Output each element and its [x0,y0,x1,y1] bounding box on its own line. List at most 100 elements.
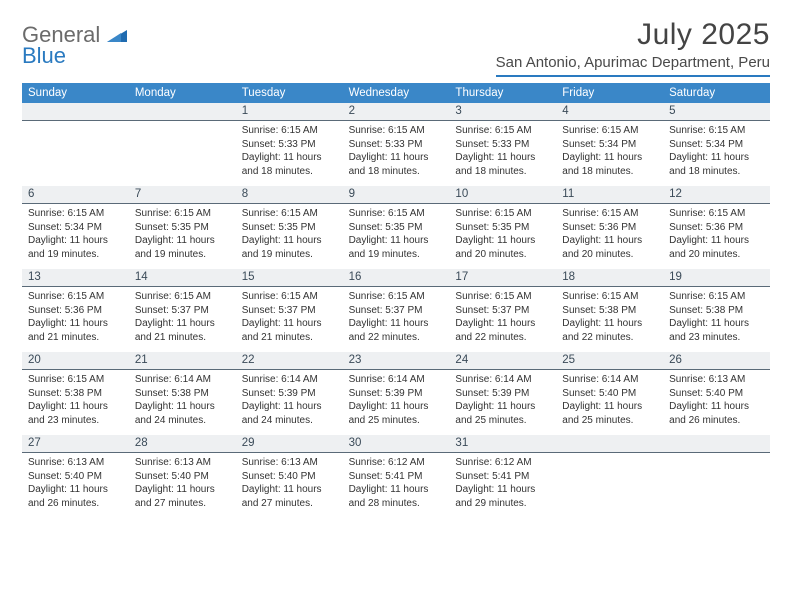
day-body-cell: Sunrise: 6:13 AMSunset: 5:40 PMDaylight:… [22,453,129,518]
day-detail-line: Sunrise: 6:15 AM [349,124,444,138]
day-detail-line: Sunrise: 6:15 AM [135,207,230,221]
title-block: July 2025 San Antonio, Apurimac Departme… [496,18,770,77]
day-body-cell [129,121,236,186]
day-body-cell: Sunrise: 6:15 AMSunset: 5:35 PMDaylight:… [343,204,450,269]
day-detail-line: Sunrise: 6:15 AM [28,373,123,387]
day-number-cell: 23 [343,352,450,370]
day-number-cell: 26 [663,352,770,370]
day-detail-line: Daylight: 11 hours and 25 minutes. [349,400,444,427]
day-number-row: 12345 [22,103,770,121]
day-number-cell: 12 [663,186,770,204]
day-number-row: 6789101112 [22,186,770,204]
day-detail-line: Sunrise: 6:15 AM [28,207,123,221]
day-of-week-header: Friday [556,83,663,103]
day-detail-line: Daylight: 11 hours and 18 minutes. [242,151,337,178]
day-detail-line: Sunrise: 6:15 AM [242,124,337,138]
day-number-cell: 30 [343,435,450,453]
day-body-cell: Sunrise: 6:15 AMSunset: 5:37 PMDaylight:… [129,287,236,352]
day-detail-line: Sunrise: 6:15 AM [455,207,550,221]
day-detail-line: Sunset: 5:37 PM [349,304,444,318]
day-detail-line: Daylight: 11 hours and 27 minutes. [135,483,230,510]
day-detail-line: Daylight: 11 hours and 21 minutes. [28,317,123,344]
day-body-cell: Sunrise: 6:15 AMSunset: 5:35 PMDaylight:… [129,204,236,269]
day-detail-line: Daylight: 11 hours and 18 minutes. [669,151,764,178]
day-detail-line: Daylight: 11 hours and 25 minutes. [562,400,657,427]
day-number-cell: 29 [236,435,343,453]
logo-text-block: General Blue [22,24,127,67]
day-number-cell [663,435,770,453]
day-detail-line: Daylight: 11 hours and 23 minutes. [669,317,764,344]
day-detail-line: Daylight: 11 hours and 25 minutes. [455,400,550,427]
page-header: General Blue July 2025 San Antonio, Apur… [22,18,770,77]
day-body-cell: Sunrise: 6:14 AMSunset: 5:39 PMDaylight:… [449,370,556,435]
day-number-cell [129,103,236,121]
day-detail-line: Sunrise: 6:15 AM [562,207,657,221]
weeks-container: 12345Sunrise: 6:15 AMSunset: 5:33 PMDayl… [22,103,770,518]
day-number-cell: 7 [129,186,236,204]
calendar-page: General Blue July 2025 San Antonio, Apur… [0,0,792,536]
month-title: July 2025 [496,18,770,52]
day-number-cell: 16 [343,269,450,287]
day-number-cell: 5 [663,103,770,121]
day-detail-line: Daylight: 11 hours and 19 minutes. [242,234,337,261]
day-detail-line: Daylight: 11 hours and 26 minutes. [28,483,123,510]
day-body-cell: Sunrise: 6:12 AMSunset: 5:41 PMDaylight:… [343,453,450,518]
day-body-cell: Sunrise: 6:14 AMSunset: 5:38 PMDaylight:… [129,370,236,435]
day-detail-line: Daylight: 11 hours and 18 minutes. [455,151,550,178]
day-body-cell: Sunrise: 6:15 AMSunset: 5:37 PMDaylight:… [449,287,556,352]
day-body-cell: Sunrise: 6:14 AMSunset: 5:40 PMDaylight:… [556,370,663,435]
day-number-cell: 24 [449,352,556,370]
day-detail-line: Sunrise: 6:14 AM [562,373,657,387]
day-detail-line: Sunrise: 6:15 AM [669,290,764,304]
day-body-row: Sunrise: 6:15 AMSunset: 5:38 PM Daylight:… [22,370,770,435]
day-number-cell: 19 [663,269,770,287]
day-body-cell: Sunrise: 6:15 AMSunset: 5:33 PMDaylight:… [343,121,450,186]
day-body-cell: Sunrise: 6:15 AMSunset: 5:33 PMDaylight:… [449,121,556,186]
brand-logo: General Blue [22,18,127,67]
day-detail-line: Daylight: 11 hours and 18 minutes. [562,151,657,178]
day-detail-line: Sunset: 5:35 PM [455,221,550,235]
day-body-cell: Sunrise: 6:13 AMSunset: 5:40 PMDaylight:… [663,370,770,435]
day-detail-line: Daylight: 11 hours and 21 minutes. [135,317,230,344]
day-detail-line: Sunset: 5:38 PM [28,387,123,401]
day-detail-line: Sunrise: 6:15 AM [242,207,337,221]
day-number-row: 20212223242526 [22,352,770,370]
day-detail-line: Sunset: 5:40 PM [242,470,337,484]
day-detail-line: Sunrise: 6:13 AM [669,373,764,387]
day-number-cell: 10 [449,186,556,204]
day-detail-line: Sunset: 5:36 PM [28,304,123,318]
day-detail-line: Sunrise: 6:13 AM [135,456,230,470]
day-of-week-header: Monday [129,83,236,103]
day-number-cell: 9 [343,186,450,204]
day-body-row: Sunrise: 6:15 AMSunset: 5:34 PMDaylight:… [22,204,770,269]
day-detail-line: Sunrise: 6:14 AM [455,373,550,387]
day-body-cell: Sunrise: 6:15 AMSunset: 5:37 PMDaylight:… [343,287,450,352]
day-detail-line: Daylight: 11 hours and 28 minutes. [349,483,444,510]
day-detail-line: Sunrise: 6:15 AM [455,290,550,304]
day-number-cell: 14 [129,269,236,287]
day-number-row: 2728293031 [22,435,770,453]
day-detail-line: Sunrise: 6:15 AM [242,290,337,304]
day-body-row: Sunrise: 6:15 AMSunset: 5:33 PMDaylight:… [22,121,770,186]
day-of-week-header: Tuesday [236,83,343,103]
day-detail-line: Sunset: 5:40 PM [28,470,123,484]
day-number-cell [22,103,129,121]
day-body-cell: Sunrise: 6:15 AMSunset: 5:38 PMDaylight:… [22,370,129,435]
day-number-cell: 21 [129,352,236,370]
day-detail-line: Sunset: 5:37 PM [455,304,550,318]
day-detail-line: Sunrise: 6:15 AM [349,290,444,304]
day-body-cell: Sunrise: 6:15 AMSunset: 5:36 PMDaylight:… [556,204,663,269]
day-detail-line: Sunset: 5:36 PM [669,221,764,235]
day-of-week-header: Sunday [22,83,129,103]
day-detail-line: Daylight: 11 hours and 27 minutes. [242,483,337,510]
day-number-cell: 1 [236,103,343,121]
day-detail-line: Daylight: 11 hours and 21 minutes. [242,317,337,344]
day-body-cell [556,453,663,518]
day-number-cell: 27 [22,435,129,453]
day-body-cell: Sunrise: 6:15 AMSunset: 5:36 PMDaylight:… [663,204,770,269]
day-body-cell: Sunrise: 6:14 AMSunset: 5:39 PMDaylight:… [236,370,343,435]
day-number-cell: 3 [449,103,556,121]
day-detail-line: Sunset: 5:34 PM [28,221,123,235]
day-detail-line: Sunset: 5:35 PM [349,221,444,235]
day-body-cell: Sunrise: 6:15 AMSunset: 5:35 PMDaylight:… [449,204,556,269]
